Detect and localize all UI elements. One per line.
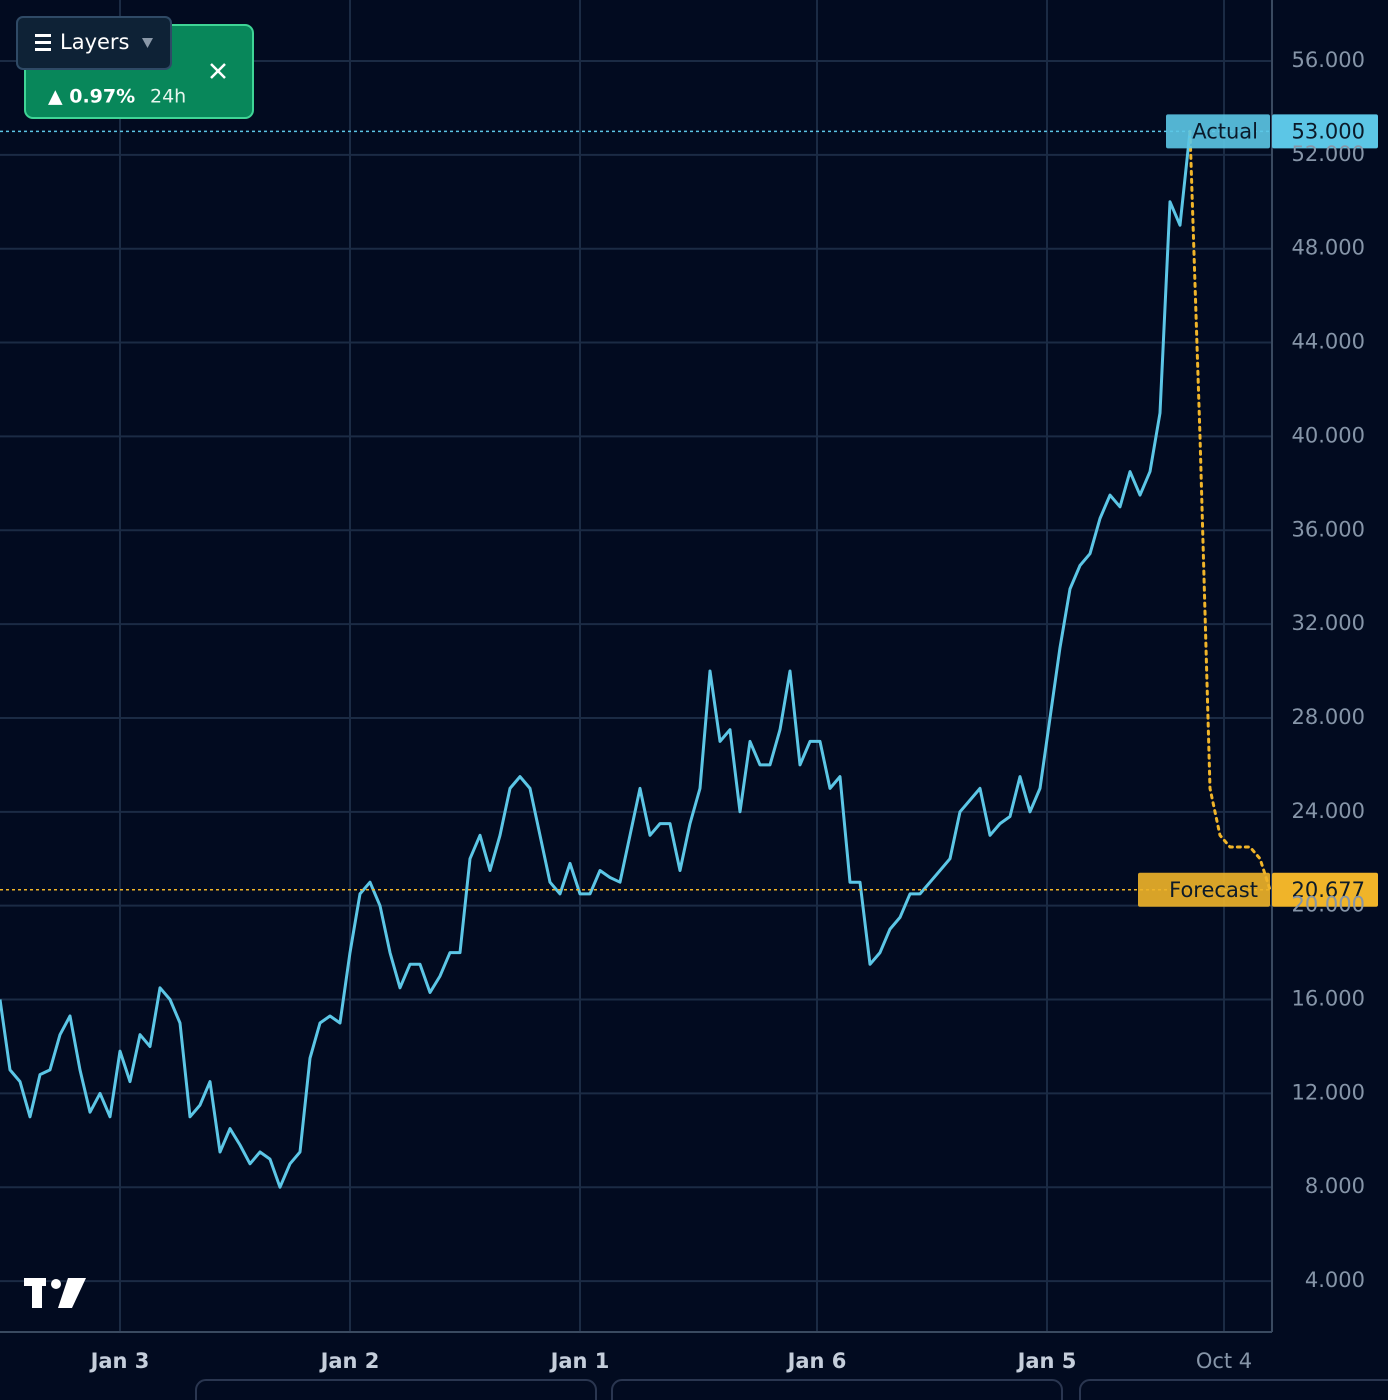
layers-button[interactable]: Layers — [16, 16, 172, 70]
x-tick-label: Jan 3 — [89, 1349, 150, 1373]
y-tick-label: 16.000 — [1292, 987, 1365, 1011]
x-tick-label: Jan 2 — [319, 1349, 380, 1373]
y-tick-label: 24.000 — [1292, 799, 1365, 823]
tv-logo — [24, 1278, 86, 1308]
x-tick-label: Oct 4 — [1196, 1349, 1252, 1373]
grid — [0, 0, 1272, 1332]
price-tag-name: Actual — [1192, 119, 1258, 143]
series-line — [0, 131, 1192, 1189]
y-tick-label: 36.000 — [1292, 517, 1365, 541]
x-tick-label: Jan 6 — [786, 1349, 847, 1373]
badge-change: ▲ 0.97% — [48, 86, 135, 108]
price-tag-value-box — [1272, 114, 1378, 149]
price-tag-name: Forecast — [1169, 878, 1258, 902]
price-tag-name-box — [1166, 114, 1270, 149]
series-line — [1188, 129, 1272, 892]
y-tick-label: 4.000 — [1305, 1268, 1365, 1292]
price-tag-value: 53.000 — [1292, 119, 1365, 143]
price-tag-value-box — [1272, 872, 1378, 907]
x-tick-label: Jan 1 — [549, 1349, 610, 1373]
price-tags: Actual 53.000 Forecast 20.677 — [1138, 114, 1378, 907]
y-tick-label: 32.000 — [1292, 611, 1365, 635]
y-tick-label: 20.000 — [1292, 893, 1365, 917]
y-tick-label: 12.000 — [1292, 1080, 1365, 1104]
y-tick-label: 40.000 — [1292, 423, 1365, 447]
badge-period: 24h — [150, 86, 186, 108]
layers-label: Layers — [60, 30, 130, 54]
y-tick-label: 28.000 — [1292, 705, 1365, 729]
y-tick-label: 44.000 — [1292, 330, 1365, 354]
y-tick-label: 52.000 — [1292, 142, 1365, 166]
bottom-strip — [195, 1379, 1388, 1400]
x-tick-label: Jan 5 — [1016, 1349, 1077, 1373]
close-icon[interactable] — [210, 63, 226, 79]
y-tick-label: 8.000 — [1305, 1174, 1365, 1198]
y-tick-label: 48.000 — [1292, 236, 1365, 260]
plot — [0, 129, 1272, 1189]
price-tag-value: 20.677 — [1292, 878, 1365, 902]
y-tick-label: 56.000 — [1292, 48, 1365, 72]
price-tag-name-box — [1138, 872, 1270, 907]
